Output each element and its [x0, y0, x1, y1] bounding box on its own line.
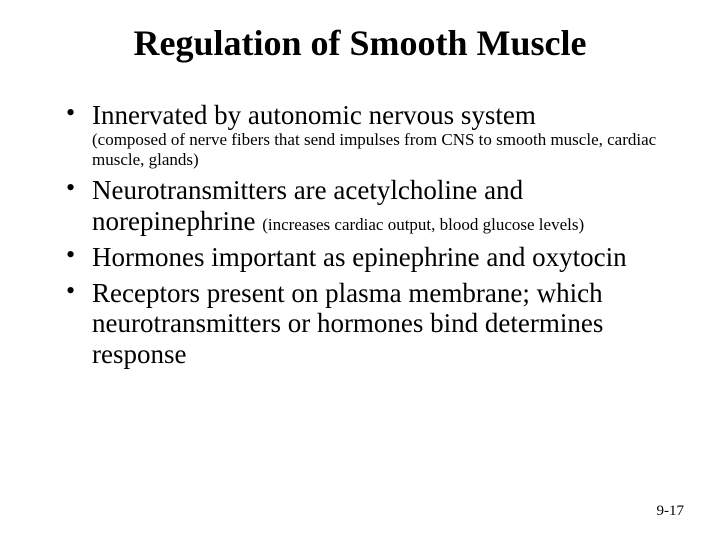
bullet-main-text: Hormones important as epinephrine and ox… — [92, 242, 680, 272]
list-item: Innervated by autonomic nervous system (… — [66, 100, 680, 169]
slide-title: Regulation of Smooth Muscle — [40, 22, 680, 64]
bullet-main-text: Receptors present on plasma membrane; wh… — [92, 278, 680, 369]
bullet-parenthetical-inline: (increases cardiac output, blood glucose… — [262, 215, 584, 234]
slide: Regulation of Smooth Muscle Innervated b… — [0, 0, 720, 540]
bullet-list: Innervated by autonomic nervous system (… — [40, 100, 680, 369]
bullet-main-text: Neurotransmitters are acetylcholine and … — [92, 175, 680, 235]
list-item: Receptors present on plasma membrane; wh… — [66, 278, 680, 369]
slide-number: 9-17 — [657, 503, 685, 520]
list-item: Hormones important as epinephrine and ox… — [66, 242, 680, 272]
list-item: Neurotransmitters are acetylcholine and … — [66, 175, 680, 235]
bullet-parenthetical: (composed of nerve fibers that send impu… — [92, 130, 680, 169]
bullet-main-text: Innervated by autonomic nervous system — [92, 100, 680, 130]
